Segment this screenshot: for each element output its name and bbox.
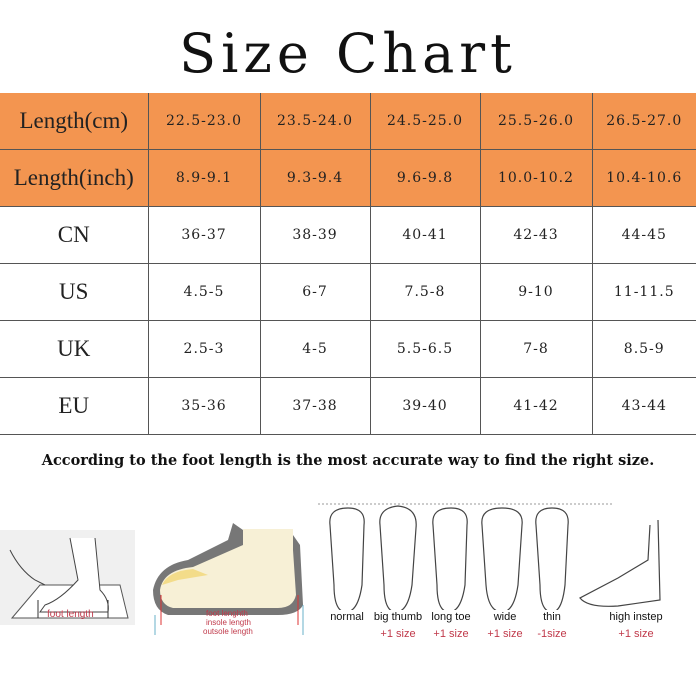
foot-types-illustration	[318, 503, 661, 610]
table-cell: 5.5-6.5	[369, 320, 481, 378]
foot-type-label: wide	[493, 611, 517, 623]
table-cell: 44-45	[591, 206, 696, 264]
table-cell: 23.5-24.0	[259, 93, 371, 150]
table-cell: 37-38	[259, 377, 371, 435]
foot-high-instep-icon	[579, 519, 661, 607]
table-cell: 39-40	[369, 377, 481, 435]
row-label: Length(inch)	[0, 149, 149, 207]
table-row: US 4.5-5 6-7 7.5-8 9-10 11-11.5	[0, 263, 696, 321]
table-cell: 11-11.5	[591, 263, 696, 321]
foot-thin-icon	[535, 507, 569, 610]
table-cell: 8.5-9	[591, 320, 696, 378]
table-cell: 10.4-10.6	[591, 149, 696, 207]
table-cell: 40-41	[369, 206, 481, 264]
row-label: EU	[0, 377, 149, 435]
row-label: CN	[0, 206, 149, 264]
table-cell: 4-5	[259, 320, 371, 378]
table-cell: 7-8	[479, 320, 593, 378]
foot-big-thumb-icon	[379, 505, 417, 610]
table-cell: 7.5-8	[369, 263, 481, 321]
row-label: UK	[0, 320, 149, 378]
size-adjust-label: +1 size	[487, 628, 523, 640]
foot-type-label: normal	[330, 611, 364, 623]
foot-type-label: big thumb	[373, 611, 423, 623]
foot-length-label: foot length	[47, 609, 94, 620]
table-row: CN 36-37 38-39 40-41 42-43 44-45	[0, 206, 696, 264]
table-cell: 35-36	[147, 377, 261, 435]
foot-long-toe-icon	[432, 507, 468, 610]
foot-type-label: high instep	[609, 611, 663, 623]
table-row: Length(cm) 22.5-23.0 23.5-24.0 24.5-25.0 25.…	[0, 93, 696, 150]
table-row: UK 2.5-3 4-5 5.5-6.5 7-8 8.5-9	[0, 320, 696, 378]
size-adjust-label: +1 size	[380, 628, 416, 640]
size-adjust-label: +1 size	[433, 628, 469, 640]
table-cell: 38-39	[259, 206, 371, 264]
table-row: EU 35-36 37-38 39-40 41-42 43-44	[0, 377, 696, 435]
table-cell: 6-7	[259, 263, 371, 321]
row-label: US	[0, 263, 149, 321]
foot-length-shoe-label: foot lenghth	[206, 609, 248, 618]
table-cell: 9-10	[479, 263, 593, 321]
page-title: Size Chart	[179, 22, 517, 85]
foot-normal-icon	[329, 507, 365, 610]
size-adjust-label: -1size	[537, 628, 567, 640]
table-cell: 24.5-25.0	[369, 93, 481, 150]
table-cell: 8.9-9.1	[147, 149, 261, 207]
outsole-length-label: outsole length	[203, 627, 253, 636]
table-row: Length(inch) 8.9-9.1 9.3-9.4 9.6-9.8 10.0-10…	[0, 149, 696, 207]
table-cell: 10.0-10.2	[479, 149, 593, 207]
table-cell: 36-37	[147, 206, 261, 264]
table-cell: 26.5-27.0	[591, 93, 696, 150]
table-cell: 9.6-9.8	[369, 149, 481, 207]
foot-measure-illustration: foot length	[0, 530, 135, 625]
table-cell: 9.3-9.4	[259, 149, 371, 207]
shoe-section-illustration: foot lenghth insole length outsole lengt…	[153, 523, 304, 636]
table-cell: 43-44	[591, 377, 696, 435]
table-cell: 22.5-23.0	[147, 93, 261, 150]
measurement-note: According to the foot length is the most…	[41, 452, 655, 469]
insole-length-label: insole length	[206, 618, 251, 627]
table-cell: 4.5-5	[147, 263, 261, 321]
table-cell: 2.5-3	[147, 320, 261, 378]
size-table: Length(cm) 22.5-23.0 23.5-24.0 24.5-25.0 25.…	[0, 93, 696, 435]
row-label: Length(cm)	[0, 93, 149, 150]
foot-wide-icon	[481, 507, 523, 610]
foot-type-label: thin	[543, 611, 561, 623]
foot-type-label: long toe	[431, 611, 471, 623]
table-cell: 42-43	[479, 206, 593, 264]
table-cell: 41-42	[479, 377, 593, 435]
table-cell: 25.5-26.0	[479, 93, 593, 150]
size-adjust-label: +1 size	[618, 628, 654, 640]
